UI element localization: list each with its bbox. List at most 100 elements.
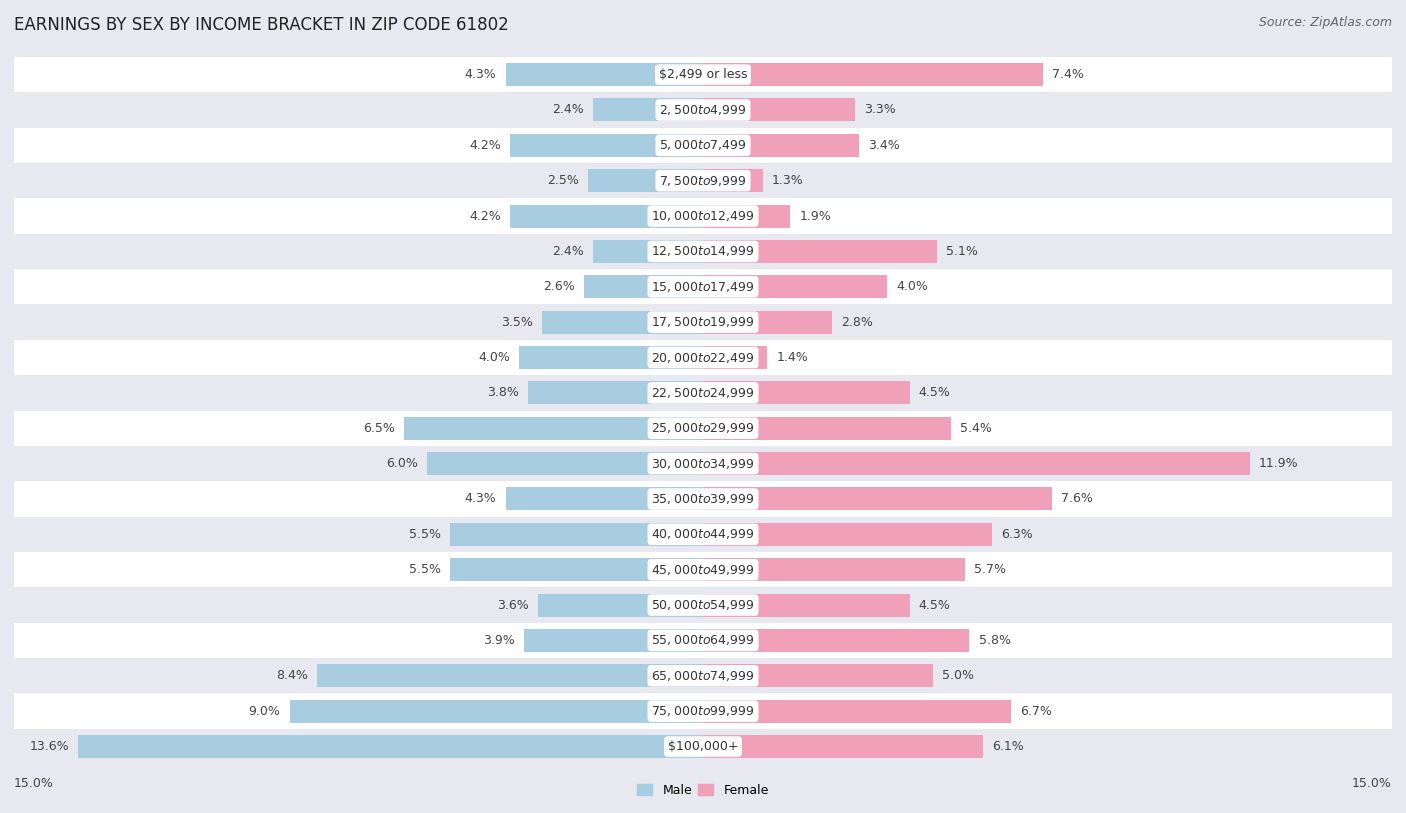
Text: 3.9%: 3.9% <box>482 634 515 647</box>
Text: $17,500 to $19,999: $17,500 to $19,999 <box>651 315 755 329</box>
Bar <box>318 664 703 687</box>
Bar <box>703 134 859 157</box>
Text: 1.9%: 1.9% <box>800 210 831 223</box>
Text: Source: ZipAtlas.com: Source: ZipAtlas.com <box>1258 16 1392 29</box>
Text: 5.5%: 5.5% <box>409 528 441 541</box>
Bar <box>14 376 1392 411</box>
Bar <box>593 240 703 263</box>
Bar <box>427 452 703 475</box>
Text: 6.5%: 6.5% <box>363 422 395 435</box>
Text: $20,000 to $22,499: $20,000 to $22,499 <box>651 350 755 364</box>
Bar <box>537 593 703 616</box>
Text: $2,499 or less: $2,499 or less <box>659 68 747 81</box>
Bar <box>450 523 703 546</box>
Text: $12,500 to $14,999: $12,500 to $14,999 <box>651 245 755 259</box>
Text: 3.5%: 3.5% <box>501 315 533 328</box>
Bar <box>703 63 1043 86</box>
Bar <box>703 664 932 687</box>
Bar <box>703 629 969 652</box>
Bar <box>14 269 1392 304</box>
Bar <box>14 587 1392 623</box>
Bar <box>519 346 703 369</box>
Bar <box>593 98 703 121</box>
Text: 4.2%: 4.2% <box>470 139 501 152</box>
Text: 5.5%: 5.5% <box>409 563 441 576</box>
Bar <box>450 559 703 581</box>
Text: 4.2%: 4.2% <box>470 210 501 223</box>
Text: 2.4%: 2.4% <box>551 245 583 258</box>
Text: 5.0%: 5.0% <box>942 669 974 682</box>
Text: 1.4%: 1.4% <box>776 351 808 364</box>
Text: $5,000 to $7,499: $5,000 to $7,499 <box>659 138 747 152</box>
Bar <box>529 381 703 404</box>
Bar <box>14 128 1392 163</box>
Bar <box>14 552 1392 587</box>
Text: 15.0%: 15.0% <box>1353 776 1392 789</box>
Text: 6.0%: 6.0% <box>387 457 418 470</box>
Text: 13.6%: 13.6% <box>30 740 69 753</box>
Bar <box>524 629 703 652</box>
Bar <box>703 700 1011 723</box>
Bar <box>14 57 1392 92</box>
Text: $7,500 to $9,999: $7,500 to $9,999 <box>659 174 747 188</box>
Text: 2.6%: 2.6% <box>543 280 575 293</box>
Text: $25,000 to $29,999: $25,000 to $29,999 <box>651 421 755 435</box>
Bar <box>583 276 703 298</box>
Text: 4.5%: 4.5% <box>920 598 950 611</box>
Text: 9.0%: 9.0% <box>249 705 280 718</box>
Bar <box>510 134 703 157</box>
Bar <box>506 63 703 86</box>
Bar <box>703 488 1052 511</box>
Bar <box>14 340 1392 375</box>
Bar <box>703 311 831 333</box>
Bar <box>14 163 1392 198</box>
Text: 6.3%: 6.3% <box>1001 528 1033 541</box>
Text: $10,000 to $12,499: $10,000 to $12,499 <box>651 209 755 223</box>
Bar <box>703 452 1250 475</box>
Text: $30,000 to $34,999: $30,000 to $34,999 <box>651 457 755 471</box>
Bar <box>14 517 1392 552</box>
Bar <box>703 169 762 192</box>
Text: $45,000 to $49,999: $45,000 to $49,999 <box>651 563 755 576</box>
Bar <box>14 659 1392 693</box>
Bar <box>543 311 703 333</box>
Bar <box>14 411 1392 446</box>
Bar <box>703 417 950 440</box>
Text: $40,000 to $44,999: $40,000 to $44,999 <box>651 528 755 541</box>
Text: EARNINGS BY SEX BY INCOME BRACKET IN ZIP CODE 61802: EARNINGS BY SEX BY INCOME BRACKET IN ZIP… <box>14 16 509 34</box>
Text: 5.7%: 5.7% <box>974 563 1005 576</box>
Text: $50,000 to $54,999: $50,000 to $54,999 <box>651 598 755 612</box>
Bar <box>14 693 1392 729</box>
Bar <box>14 92 1392 128</box>
Bar <box>14 304 1392 340</box>
Bar <box>14 729 1392 764</box>
Text: 7.6%: 7.6% <box>1062 493 1092 506</box>
Text: 4.0%: 4.0% <box>896 280 928 293</box>
Bar <box>405 417 703 440</box>
Bar <box>588 169 703 192</box>
Bar <box>506 488 703 511</box>
Text: $15,000 to $17,499: $15,000 to $17,499 <box>651 280 755 293</box>
Text: 4.3%: 4.3% <box>464 493 496 506</box>
Bar <box>703 735 983 758</box>
Text: 6.1%: 6.1% <box>993 740 1024 753</box>
Bar <box>703 559 965 581</box>
Bar <box>703 381 910 404</box>
Bar <box>703 205 790 228</box>
Text: $55,000 to $64,999: $55,000 to $64,999 <box>651 633 755 647</box>
Text: 7.4%: 7.4% <box>1052 68 1084 81</box>
Bar <box>703 593 910 616</box>
Bar <box>14 198 1392 234</box>
Bar <box>703 346 768 369</box>
Text: 1.3%: 1.3% <box>772 174 804 187</box>
Text: 4.0%: 4.0% <box>478 351 510 364</box>
Bar <box>703 276 887 298</box>
Bar <box>14 623 1392 659</box>
Legend: Male, Female: Male, Female <box>637 784 769 797</box>
Text: 4.3%: 4.3% <box>464 68 496 81</box>
Text: 8.4%: 8.4% <box>276 669 308 682</box>
Text: 15.0%: 15.0% <box>14 776 53 789</box>
Text: 4.5%: 4.5% <box>920 386 950 399</box>
Text: $75,000 to $99,999: $75,000 to $99,999 <box>651 704 755 718</box>
Text: $22,500 to $24,999: $22,500 to $24,999 <box>651 386 755 400</box>
